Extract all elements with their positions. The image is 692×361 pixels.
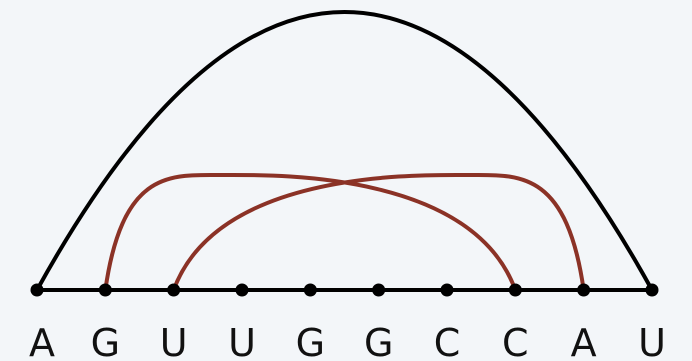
arc-2-8	[171, 172, 586, 292]
nucleotide-label-5: G	[364, 321, 393, 361]
nucleotide-dot-7	[508, 283, 522, 297]
nucleotide-label-8: A	[571, 321, 597, 361]
nucleotide-label-9: U	[638, 321, 666, 361]
nucleotide-dots	[30, 283, 659, 297]
nucleotide-dot-6	[440, 283, 454, 297]
nucleotide-dot-1	[98, 283, 112, 297]
nucleotide-label-3: U	[228, 321, 256, 361]
nucleotide-dot-8	[577, 283, 591, 297]
nucleotide-label-1: G	[91, 321, 120, 361]
nucleotide-dot-0	[30, 283, 44, 297]
nucleotide-label-4: G	[296, 321, 325, 361]
nucleotide-label-7: C	[502, 321, 529, 361]
nucleotide-dot-5	[372, 283, 386, 297]
nucleotide-label-6: C	[434, 321, 461, 361]
nucleotide-dot-4	[303, 283, 317, 297]
nucleotide-dot-3	[235, 283, 249, 297]
nucleotide-dot-2	[167, 283, 181, 297]
arc-1-7	[103, 172, 518, 292]
arc-0-9	[35, 10, 654, 292]
nucleotide-label-0: A	[29, 321, 55, 361]
nucleotide-dot-9	[645, 283, 659, 297]
nucleotide-label-2: U	[160, 321, 188, 361]
arcs-layer	[35, 10, 654, 292]
